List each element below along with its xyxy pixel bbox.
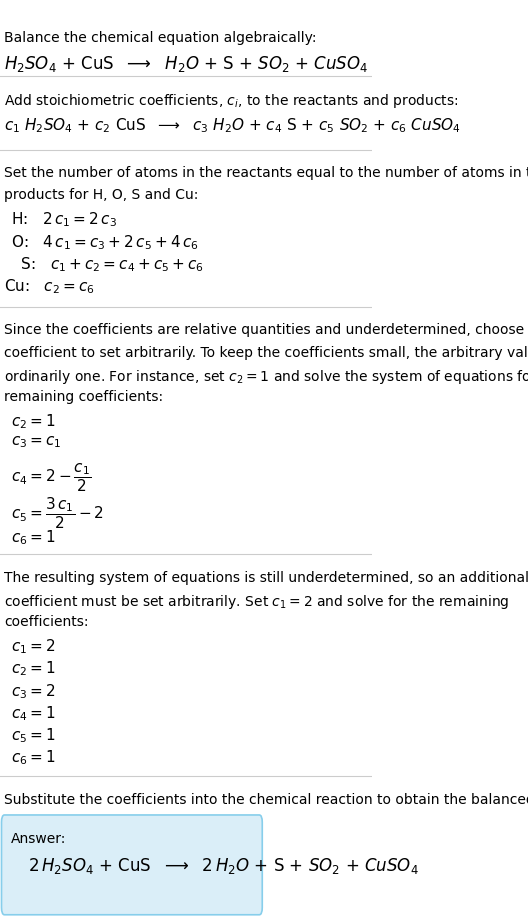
Text: $c_6 = 1$: $c_6 = 1$ <box>11 748 56 767</box>
FancyBboxPatch shape <box>2 815 262 915</box>
Text: $c_3 = 2$: $c_3 = 2$ <box>11 682 55 700</box>
Text: The resulting system of equations is still underdetermined, so an additional: The resulting system of equations is sti… <box>4 571 528 585</box>
Text: $c_4 = 1$: $c_4 = 1$ <box>11 704 56 723</box>
Text: $2\,H_2SO_4$ + CuS  $\longrightarrow$  $2\,H_2O$ + S + $SO_2$ + $CuSO_4$: $2\,H_2SO_4$ + CuS $\longrightarrow$ $2\… <box>28 856 419 876</box>
Text: $c_1 = 2$: $c_1 = 2$ <box>11 638 55 656</box>
Text: coefficient must be set arbitrarily. Set $c_1 = 2$ and solve for the remaining: coefficient must be set arbitrarily. Set… <box>4 593 510 611</box>
Text: Set the number of atoms in the reactants equal to the number of atoms in the: Set the number of atoms in the reactants… <box>4 166 528 180</box>
Text: ordinarily one. For instance, set $c_2 = 1$ and solve the system of equations fo: ordinarily one. For instance, set $c_2 =… <box>4 368 528 385</box>
Text: $H_2SO_4$ + CuS  $\longrightarrow$  $H_2O$ + S + $SO_2$ + $CuSO_4$: $H_2SO_4$ + CuS $\longrightarrow$ $H_2O$… <box>4 54 369 74</box>
Text: $c_2 = 1$: $c_2 = 1$ <box>11 412 56 431</box>
Text: products for H, O, S and Cu:: products for H, O, S and Cu: <box>4 188 199 202</box>
Text: coefficients:: coefficients: <box>4 615 89 629</box>
Text: O:   $4\,c_1 = c_3 + 2\,c_5 + 4\,c_6$: O: $4\,c_1 = c_3 + 2\,c_5 + 4\,c_6$ <box>11 233 199 251</box>
Text: $c_3 = c_1$: $c_3 = c_1$ <box>11 434 62 450</box>
Text: $c_5 = \dfrac{3\,c_1}{2} - 2$: $c_5 = \dfrac{3\,c_1}{2} - 2$ <box>11 495 104 530</box>
Text: Balance the chemical equation algebraically:: Balance the chemical equation algebraica… <box>4 31 317 45</box>
Text: $c_4 = 2 - \dfrac{c_1}{2}$: $c_4 = 2 - \dfrac{c_1}{2}$ <box>11 462 91 494</box>
Text: $c_6 = 1$: $c_6 = 1$ <box>11 529 56 547</box>
Text: Cu:   $c_2 = c_6$: Cu: $c_2 = c_6$ <box>4 277 96 296</box>
Text: $c_2 = 1$: $c_2 = 1$ <box>11 660 56 678</box>
Text: Substitute the coefficients into the chemical reaction to obtain the balanced: Substitute the coefficients into the che… <box>4 793 528 807</box>
Text: $c_1$ $H_2SO_4$ + $c_2$ CuS  $\longrightarrow$  $c_3$ $H_2O$ + $c_4$ S + $c_5$ $: $c_1$ $H_2SO_4$ + $c_2$ CuS $\longrighta… <box>4 116 461 135</box>
Text: remaining coefficients:: remaining coefficients: <box>4 390 164 404</box>
Text: equation:: equation: <box>4 815 70 829</box>
Text: Add stoichiometric coefficients, $c_i$, to the reactants and products:: Add stoichiometric coefficients, $c_i$, … <box>4 92 459 110</box>
Text: coefficient to set arbitrarily. To keep the coefficients small, the arbitrary va: coefficient to set arbitrarily. To keep … <box>4 346 528 359</box>
Text: Since the coefficients are relative quantities and underdetermined, choose a: Since the coefficients are relative quan… <box>4 323 528 337</box>
Text: H:   $2\,c_1 = 2\,c_3$: H: $2\,c_1 = 2\,c_3$ <box>11 211 117 229</box>
Text: $c_5 = 1$: $c_5 = 1$ <box>11 726 56 745</box>
Text: Answer:: Answer: <box>11 832 67 845</box>
Text: S:   $c_1 + c_2 = c_4 + c_5 + c_6$: S: $c_1 + c_2 = c_4 + c_5 + c_6$ <box>11 255 204 274</box>
